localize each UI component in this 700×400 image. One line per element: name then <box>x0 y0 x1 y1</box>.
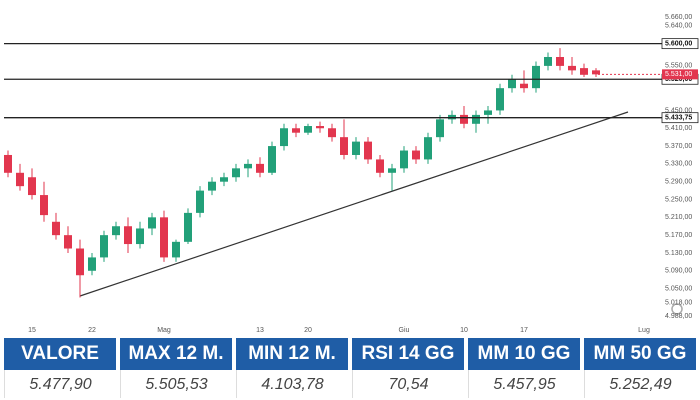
candle-body <box>412 150 420 160</box>
trend-line <box>79 111 629 297</box>
candle-body <box>304 126 312 133</box>
candle-body <box>544 56 552 66</box>
table-cell: 5.505,53 <box>120 370 232 398</box>
candle-body <box>136 228 144 245</box>
candle-body <box>508 79 516 89</box>
y-tick-label: 5.018,00 <box>665 300 692 307</box>
y-tick-label: 5.290,00 <box>665 179 692 186</box>
candle-body <box>160 217 168 258</box>
candle-body <box>4 154 12 173</box>
y-tick-label: 5.210,00 <box>665 214 692 221</box>
y-tick-label: 5.640,00 <box>665 23 692 30</box>
last-price-label: 5.531,00 <box>665 71 692 78</box>
y-tick-label: 5.550,00 <box>665 63 692 70</box>
candle-body <box>196 190 204 213</box>
x-tick-label: 13 <box>256 327 264 334</box>
chart: 5.660,00 5.640,00 5.550,00 5.450,00 5.410,00… <box>4 14 699 334</box>
candle-body <box>256 163 264 173</box>
candle-body <box>76 248 84 276</box>
x-tick-label: 20 <box>304 327 312 334</box>
candle-body <box>148 217 156 229</box>
last-price-tag <box>662 69 698 80</box>
table-header: MIN 12 M. <box>236 338 348 370</box>
candle-body <box>424 137 432 160</box>
level-label: 5.600,00 <box>665 40 692 47</box>
candle-body <box>352 141 360 155</box>
candle-body <box>292 128 300 133</box>
table-header: MM 50 GG <box>584 338 696 370</box>
level-label: 5.433,75 <box>665 115 692 122</box>
candle-body <box>436 119 444 138</box>
table-header: MM 10 GG <box>468 338 580 370</box>
x-tick-label: 10 <box>460 327 468 334</box>
x-tick-label: 17 <box>520 327 528 334</box>
candle-body <box>496 88 504 111</box>
candle-body <box>328 128 336 138</box>
y-tick-label: 5.660,00 <box>665 14 692 21</box>
level-tag <box>661 38 699 50</box>
level-label: 5.520,00 <box>665 76 692 83</box>
table-header: VALORE <box>4 338 116 370</box>
x-tick-label: Mag <box>157 327 171 334</box>
candle-body <box>244 163 252 169</box>
x-tick-label: 15 <box>28 327 36 334</box>
x-tick-label: Lug <box>638 327 650 334</box>
candle-body <box>520 83 528 89</box>
candle-body <box>472 114 480 124</box>
candle-body <box>52 221 60 236</box>
candle-body <box>592 70 600 75</box>
candle-body <box>112 226 120 236</box>
table-cell: 5.457,95 <box>468 370 580 398</box>
candle-body <box>220 177 228 182</box>
candle-body <box>40 195 48 216</box>
stats-table: VALORE MAX 12 M. MIN 12 M. RSI 14 GG MM 10 G… <box>0 338 700 398</box>
table-header: RSI 14 GG <box>352 338 464 370</box>
y-tick-label: 5.050,00 <box>665 285 692 292</box>
candle-body <box>172 241 180 258</box>
candle-body <box>364 141 372 160</box>
y-tick-label: 5.130,00 <box>665 250 692 257</box>
candle-body <box>532 65 540 89</box>
candle-body <box>28 177 36 196</box>
candle-body <box>340 137 348 155</box>
candle-body <box>64 235 72 249</box>
candle-body <box>268 146 276 173</box>
table-cell: 70,54 <box>352 370 464 398</box>
candle-body <box>316 126 324 129</box>
y-tick-label: 5.370,00 <box>665 143 692 150</box>
y-tick-label: 5.090,00 <box>665 268 692 275</box>
candle-body <box>484 110 492 115</box>
y-tick-label: 5.250,00 <box>665 196 692 203</box>
candle-body <box>100 235 108 258</box>
candle-body <box>16 172 24 187</box>
candle-body <box>232 168 240 178</box>
y-tick-label: 5.330,00 <box>665 161 692 168</box>
level-tag <box>661 112 699 124</box>
y-tick-label: 5.410,00 <box>665 125 692 132</box>
y-tick-label: 4.988,00 <box>665 313 692 320</box>
y-tick-label: 5.450,00 <box>665 107 692 114</box>
x-tick-label: Giu <box>399 327 410 334</box>
candle-body <box>376 159 384 173</box>
candle-body <box>388 168 396 173</box>
candle-body <box>280 128 288 147</box>
candle-body <box>460 114 468 124</box>
candle-body <box>400 150 408 169</box>
settings-icon[interactable] <box>671 303 683 315</box>
candle-body <box>124 226 132 245</box>
y-tick-label: 5.170,00 <box>665 232 692 239</box>
candle-body <box>580 68 588 75</box>
candle-body <box>208 181 216 191</box>
candle-body <box>556 56 564 66</box>
candle-body <box>88 257 96 271</box>
table-header: MAX 12 M. <box>120 338 232 370</box>
table-cell: 5.477,90 <box>4 370 116 398</box>
table-cell: 4.103,78 <box>236 370 348 398</box>
candle-body <box>184 212 192 242</box>
candle-body <box>568 65 576 71</box>
table-cell: 5.252,49 <box>584 370 696 398</box>
x-tick-label: 22 <box>88 327 96 334</box>
